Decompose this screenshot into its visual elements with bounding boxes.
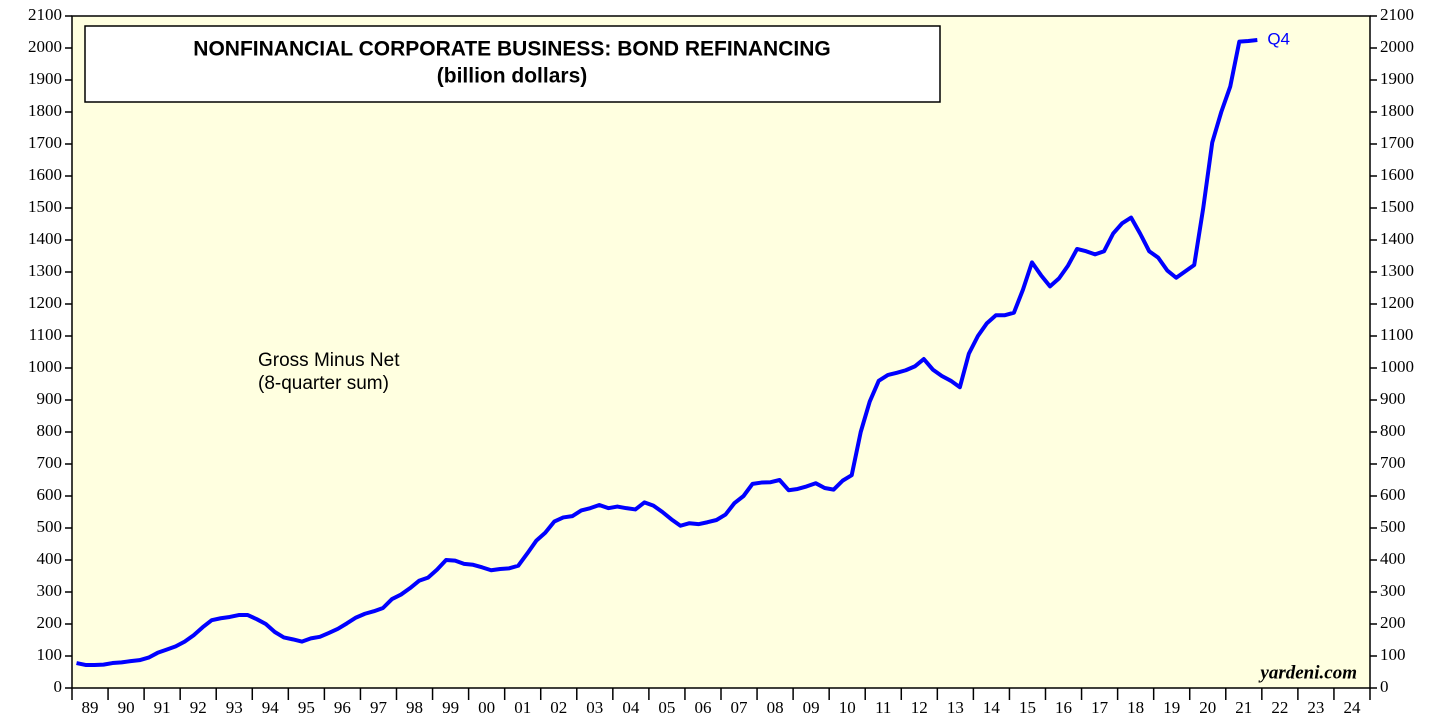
data-line	[76, 38, 1258, 667]
y2-tick-label: 1800	[1380, 101, 1414, 120]
y2-tick-label: 500	[1380, 517, 1406, 536]
x-tick-label: 96	[334, 698, 351, 717]
y-tick-label: 2100	[28, 5, 62, 24]
x-tick-label: 98	[406, 698, 423, 717]
x-tick-label: 02	[550, 698, 567, 717]
annotation: (8-quarter sum)	[258, 373, 389, 394]
x-tick-label: 04	[622, 698, 640, 717]
x-tick-label: 11	[875, 698, 891, 717]
x-tick-label: 07	[731, 698, 749, 717]
y2-tick-label: 0	[1380, 677, 1389, 696]
y-tick-label: 1800	[28, 101, 62, 120]
plot-area	[71, 15, 1371, 689]
x-tick-label: 10	[839, 698, 856, 717]
y2-tick-label: 800	[1380, 421, 1406, 440]
x-tick-label: 21	[1235, 698, 1252, 717]
x-tick-label: 06	[694, 698, 711, 717]
y2-tick-label: 700	[1380, 453, 1406, 472]
x-tick-label: 24	[1343, 698, 1361, 717]
x-tick-label: 93	[226, 698, 243, 717]
x-tick-label: 92	[190, 698, 207, 717]
y2-tick-label: 1100	[1380, 325, 1413, 344]
y-tick-label: 300	[37, 581, 63, 600]
y-tick-label: 1500	[28, 197, 62, 216]
y2-tick-label: 2000	[1380, 37, 1414, 56]
x-tick-label: 16	[1055, 698, 1072, 717]
y-tick-label: 100	[37, 645, 63, 664]
x-tick-label: 94	[262, 698, 280, 717]
x-tick-label: 97	[370, 698, 388, 717]
y-tick-label: 1200	[28, 293, 62, 312]
y2-tick-label: 2100	[1380, 5, 1414, 24]
x-tick-label: 90	[118, 698, 135, 717]
y-tick-label: 600	[37, 485, 63, 504]
y-tick-label: 800	[37, 421, 63, 440]
y2-tick-label: 1400	[1380, 229, 1414, 248]
chart-title: NONFINANCIAL CORPORATE BUSINESS: BOND RE…	[193, 38, 830, 61]
y-tick-label: 0	[54, 677, 63, 696]
y2-tick-label: 1700	[1380, 133, 1414, 152]
y-tick-label: 900	[37, 389, 63, 408]
y-tick-label: 1300	[28, 261, 62, 280]
chart-subtitle: (billion dollars)	[437, 65, 588, 88]
source: yardeni.com	[1258, 662, 1357, 683]
x-tick-label: 99	[442, 698, 459, 717]
end-label: Q4	[1267, 29, 1290, 48]
y2-tick-label: 900	[1380, 389, 1406, 408]
title-box	[84, 25, 941, 103]
x-tick-label: 89	[82, 698, 99, 717]
x-tick-label: 08	[767, 698, 784, 717]
y-tick-label: 1900	[28, 69, 62, 88]
x-tick-label: 19	[1163, 698, 1180, 717]
x-tick-label: 15	[1019, 698, 1036, 717]
y2-tick-label: 200	[1380, 613, 1406, 632]
y2-tick-label: 1900	[1380, 69, 1414, 88]
y-tick-label: 1400	[28, 229, 62, 248]
x-tick-label: 91	[154, 698, 171, 717]
y2-tick-label: 1500	[1380, 197, 1414, 216]
x-tick-label: 23	[1307, 698, 1324, 717]
y2-tick-label: 1300	[1380, 261, 1414, 280]
y-tick-label: 400	[37, 549, 63, 568]
x-tick-label: 14	[983, 698, 1001, 717]
y2-tick-label: 1600	[1380, 165, 1414, 184]
x-tick-label: 17	[1091, 698, 1109, 717]
x-tick-label: 13	[947, 698, 964, 717]
x-tick-label: 22	[1271, 698, 1288, 717]
y-tick-label: 2000	[28, 37, 62, 56]
y2-tick-label: 1200	[1380, 293, 1414, 312]
x-tick-label: 00	[478, 698, 495, 717]
x-tick-label: 09	[803, 698, 820, 717]
y2-tick-label: 300	[1380, 581, 1406, 600]
x-tick-label: 05	[658, 698, 675, 717]
y-tick-label: 500	[37, 517, 63, 536]
x-tick-label: 20	[1199, 698, 1216, 717]
y2-tick-label: 400	[1380, 549, 1406, 568]
y-tick-label: 1000	[28, 357, 62, 376]
annotation: Gross Minus Net	[258, 350, 400, 371]
y-tick-label: 700	[37, 453, 63, 472]
x-tick-label: 95	[298, 698, 315, 717]
y2-tick-label: 1000	[1380, 357, 1414, 376]
x-tick-label: 03	[586, 698, 603, 717]
y-tick-label: 1100	[29, 325, 62, 344]
x-tick-label: 18	[1127, 698, 1144, 717]
x-tick-label: 12	[911, 698, 928, 717]
y-tick-label: 1600	[28, 165, 62, 184]
y2-tick-label: 600	[1380, 485, 1406, 504]
y-tick-label: 200	[37, 613, 63, 632]
y-tick-label: 1700	[28, 133, 62, 152]
x-tick-label: 01	[514, 698, 531, 717]
y2-tick-label: 100	[1380, 645, 1406, 664]
